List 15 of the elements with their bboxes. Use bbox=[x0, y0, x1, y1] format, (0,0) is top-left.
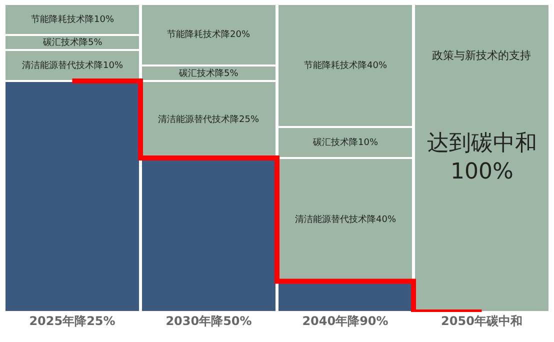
data-label: 清洁能源替代技术降25% bbox=[158, 114, 260, 125]
x-tick-label: 2040年降90% bbox=[302, 314, 388, 328]
x-tick-label: 2030年降50% bbox=[166, 314, 252, 328]
data-label: 节能降耗技术降10% bbox=[31, 14, 114, 25]
x-tick-label: 2025年降25% bbox=[29, 314, 116, 328]
x-tick-label: 2050年碳中和 bbox=[441, 314, 522, 328]
data-label: 达到碳中和100% bbox=[427, 131, 537, 185]
data-label: 节能降耗技术降20% bbox=[167, 29, 250, 40]
data-label: 碳汇技术降5% bbox=[178, 68, 239, 79]
annotation: 政策与新技术的支持 bbox=[432, 49, 531, 62]
data-label: 清洁能源替代技术降10% bbox=[22, 60, 124, 71]
data-label: 碳汇技术降5% bbox=[42, 37, 103, 48]
data-label: 碳汇技术降10% bbox=[312, 137, 378, 148]
data-label: 节能降耗技术降40% bbox=[304, 60, 388, 71]
data-label: 清洁能源替代技术降40% bbox=[295, 214, 396, 225]
